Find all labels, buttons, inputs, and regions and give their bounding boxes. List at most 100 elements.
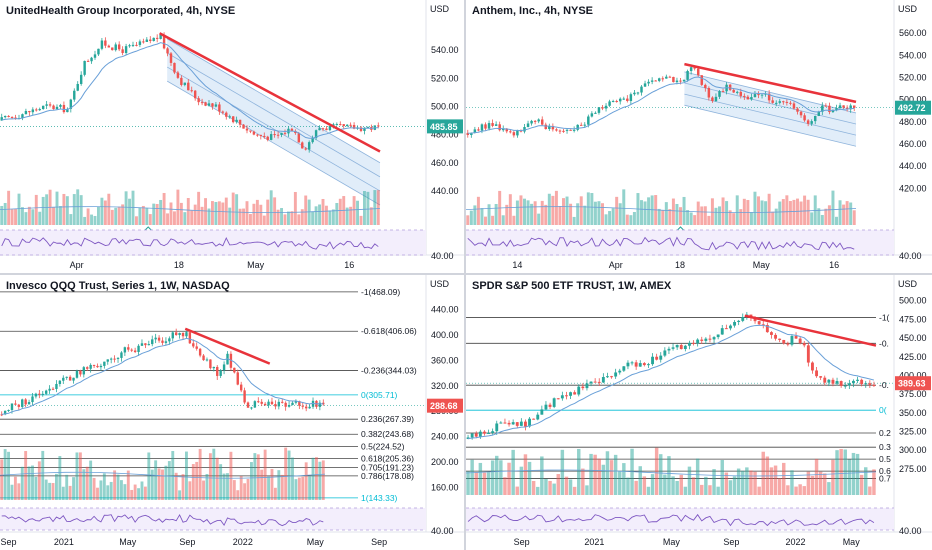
volume-bar (530, 203, 534, 225)
volume-bar (831, 459, 835, 495)
x-tick-label: Apr (609, 260, 623, 270)
volume-bar (845, 201, 849, 225)
rsi-tick-label: 40.00 (431, 526, 454, 536)
candle (345, 124, 349, 126)
volume-bar (183, 212, 187, 225)
y-tick-label: 200.00 (431, 457, 459, 467)
candle (24, 399, 27, 405)
candle (477, 129, 480, 131)
candle (640, 86, 643, 93)
chart-pane-unh[interactable]: USD540.00520.00500.00480.00460.00440.00E… (0, 0, 464, 273)
candle (106, 359, 109, 362)
candle (297, 133, 301, 143)
volume-bar (704, 476, 708, 495)
volume-bar (69, 214, 73, 225)
volume-bar (284, 447, 288, 500)
chart-pane-antm[interactable]: USD 560.00 540.00 520.00 500.00 480.00 460.00 4… (466, 0, 932, 273)
candle (864, 383, 868, 385)
x-tick-label: May (307, 537, 325, 547)
chart-pane-qqq[interactable]: USD440.00400.00360.00320.00280.00240.002… (0, 275, 464, 550)
volume-bar (568, 479, 573, 495)
volume-bar (572, 486, 577, 495)
y-tick-label: 500.00 (431, 101, 459, 111)
volume-bar (716, 486, 720, 495)
volume-bar (198, 448, 202, 500)
candle (708, 338, 712, 340)
volume-bar (703, 206, 707, 225)
volume-bar (193, 204, 197, 225)
volume-bar (249, 214, 252, 225)
volume-bar (626, 477, 630, 495)
volume-bar (700, 206, 704, 225)
candle (301, 405, 304, 407)
candle (614, 372, 618, 377)
candle (835, 381, 839, 384)
volume-bar (625, 214, 629, 225)
candle (120, 352, 123, 358)
volume-bar (164, 465, 168, 500)
volume-bar (537, 213, 541, 225)
moving-average-line (467, 324, 875, 440)
regression-channel-line (166, 52, 381, 178)
candle (123, 347, 127, 353)
volume-bar (474, 472, 478, 495)
volume-bar (294, 479, 298, 500)
volume-bar (552, 483, 556, 495)
candle (495, 423, 499, 432)
candle (187, 82, 190, 91)
candle (860, 379, 864, 385)
candle (548, 125, 551, 130)
volume-bar (27, 466, 31, 500)
candle (222, 364, 226, 371)
candle (594, 112, 597, 114)
regression-channel-line (166, 66, 381, 192)
volume-bar (10, 209, 14, 225)
volume-bar (345, 207, 349, 225)
volume-bar (121, 204, 125, 225)
candle (10, 116, 14, 118)
candle (111, 47, 114, 51)
volume-bar (586, 192, 590, 225)
volume-bar (205, 474, 209, 500)
pane-divider-horizontal[interactable] (0, 273, 932, 275)
candle (104, 40, 107, 46)
candle (757, 94, 760, 96)
candle (133, 350, 137, 352)
volume-bar (593, 201, 597, 225)
candle (28, 111, 31, 113)
candle (573, 392, 577, 395)
volume-bar (622, 463, 626, 495)
volume-bar (212, 448, 216, 500)
candle (10, 403, 14, 410)
volume-bar (176, 189, 180, 225)
candle (154, 337, 157, 340)
volume-bar (280, 208, 283, 225)
candle (93, 54, 97, 58)
volume-bar (565, 196, 569, 225)
candle (314, 130, 318, 139)
volume-bar (558, 206, 562, 225)
volume-bar (37, 461, 41, 500)
candle (587, 116, 590, 125)
candle (849, 105, 852, 110)
pane-divider-vertical[interactable] (464, 0, 466, 550)
chart-svg-spy: USD500.00475.00450.00425.00400.00375.003… (466, 275, 932, 547)
chart-pane-spy[interactable]: USD 500.00 475.00 450.00 425.00 400.00 375.00 3… (466, 275, 932, 550)
candle (301, 142, 304, 149)
volume-bar (0, 459, 4, 500)
volume-bar (155, 203, 159, 225)
volume-bar (83, 216, 87, 225)
volume-bar (569, 203, 573, 225)
volume-bar (512, 215, 516, 225)
candle (166, 48, 169, 54)
x-tick-label: 14 (512, 260, 522, 270)
x-tick-label: Sep (371, 537, 387, 547)
candle (270, 401, 274, 405)
candle (611, 101, 615, 103)
volume-bar (609, 460, 614, 495)
volume-bar (732, 213, 736, 225)
volume-bar (814, 458, 819, 495)
candle (798, 338, 802, 344)
volume-bar (181, 474, 185, 500)
candle (683, 345, 687, 350)
